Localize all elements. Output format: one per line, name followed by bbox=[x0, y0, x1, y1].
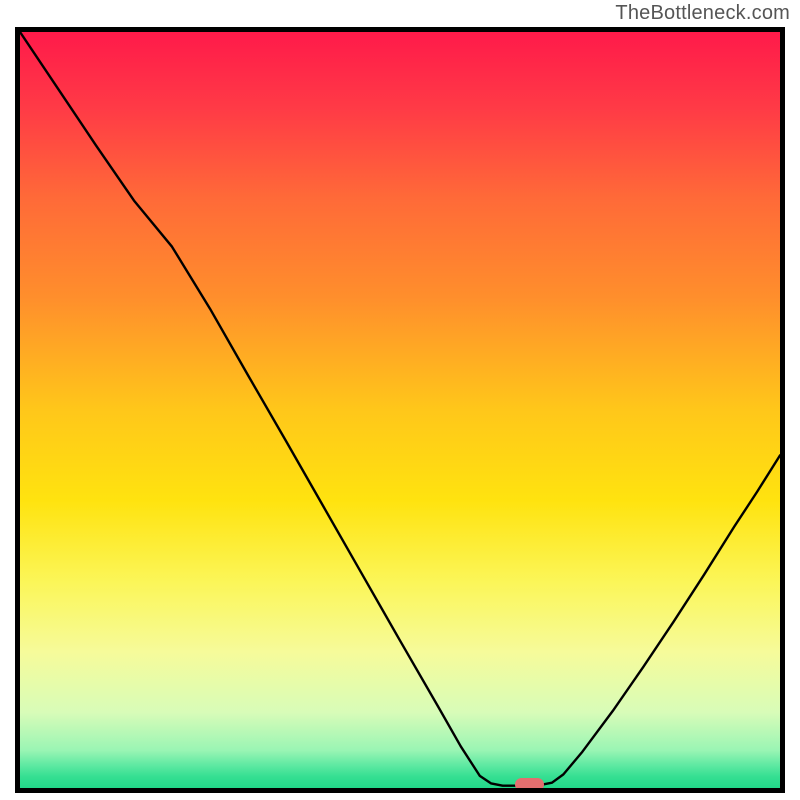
watermark: TheBottleneck.com bbox=[615, 2, 790, 25]
chart-gradient-background bbox=[20, 32, 780, 788]
figure: TheBottleneck.com bbox=[0, 0, 800, 800]
optimum-marker bbox=[515, 778, 544, 791]
